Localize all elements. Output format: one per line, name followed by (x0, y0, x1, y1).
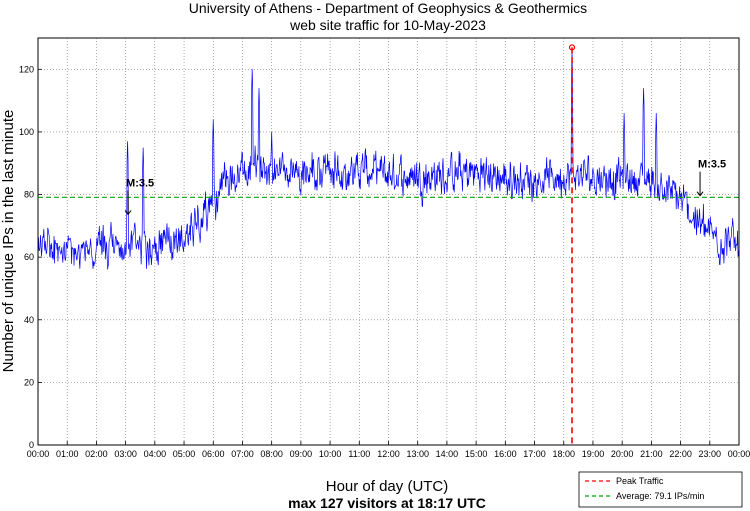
x-tick-label: 00:00 (728, 449, 750, 459)
x-tick-label: 10:00 (319, 449, 342, 459)
y-tick-label: 100 (19, 127, 34, 137)
legend-box (578, 471, 743, 508)
x-tick-label: 21:00 (640, 449, 663, 459)
y-axis-label: Number of unique IPs in the last minute (0, 110, 17, 373)
x-tick-label: 05:00 (173, 449, 196, 459)
x-tick-label: 11:00 (348, 449, 370, 459)
x-tick-label: 04:00 (144, 449, 167, 459)
axis-ticks: 00:00 01:00 02:00 03:00 04:00 05:00 06:00 07:00… (19, 64, 750, 459)
x-tick-label: 07:00 (231, 449, 254, 459)
grid (38, 38, 739, 445)
x-tick-label: 16:00 (494, 449, 517, 459)
x-tick-label: 09:00 (290, 449, 313, 459)
y-tick-label: 40 (24, 315, 34, 325)
peak-marker (568, 44, 576, 51)
y-tick-label: 60 (24, 252, 34, 262)
chart-subtitle: web site traffic for 10-May-2023 (289, 17, 486, 33)
earthquake-label: M:3.5 (698, 159, 726, 171)
earthquake-label: M:3.5 (126, 177, 154, 189)
legend-peak-label: Peak Traffic (616, 476, 664, 486)
x-tick-label: 06:00 (202, 449, 225, 459)
y-tick-label: 120 (19, 64, 34, 74)
x-tick-label: 12:00 (377, 449, 400, 459)
legend: Peak Traffic Average: 79.1 IPs/min (578, 471, 743, 508)
y-tick-label: 80 (24, 190, 34, 200)
x-tick-label: 03:00 (114, 449, 137, 459)
x-tick-label: 01:00 (56, 449, 79, 459)
x-tick-label: 00:00 (27, 449, 50, 459)
legend-average-label: Average: 79.1 IPs/min (616, 491, 704, 501)
x-tick-label: 08:00 (260, 449, 283, 459)
x-tick-label: 15:00 (465, 449, 488, 459)
traffic-line (37, 47, 740, 270)
x-tick-label: 18:00 (552, 449, 575, 459)
peak-summary: max 127 visitors at 18:17 UTC (288, 495, 486, 511)
x-tick-label: 20:00 (611, 449, 634, 459)
x-tick-label: 02:00 (85, 449, 108, 459)
y-tick-label: 20 (24, 377, 34, 387)
x-tick-label: 19:00 (582, 449, 605, 459)
plot-area: M:3.5 M:3.5 (37, 44, 740, 445)
x-tick-label: 17:00 (523, 449, 546, 459)
earthquake-arrowhead (696, 191, 704, 197)
x-tick-label: 14:00 (436, 449, 459, 459)
earthquake-arrowhead (124, 210, 132, 216)
chart-title: University of Athens - Department of Geo… (189, 0, 587, 16)
x-tick-label: 22:00 (669, 449, 692, 459)
x-axis-label: Hour of day (UTC) (326, 478, 449, 495)
y-tick-label: 0 (29, 440, 34, 450)
x-tick-label: 13:00 (406, 449, 429, 459)
x-tick-label: 23:00 (699, 449, 722, 459)
